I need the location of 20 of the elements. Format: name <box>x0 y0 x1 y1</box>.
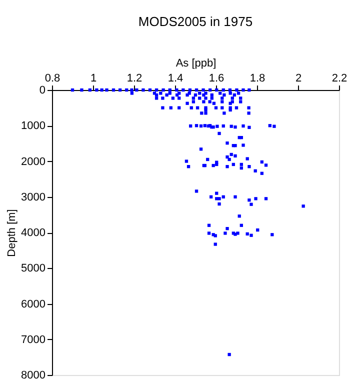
y-tick-label: 8000 <box>21 370 46 382</box>
y-tick-label: 6000 <box>21 298 46 310</box>
x-tick-label: 1.4 <box>168 72 184 84</box>
y-tick-label: 0 <box>39 84 46 96</box>
y-tick-label: 1000 <box>21 120 46 132</box>
chart-title: MODS2005 in 1975 <box>138 14 253 29</box>
y-tick-label: 3000 <box>21 191 46 204</box>
y-axis-title: Depth [m] <box>6 209 18 257</box>
x-axis-title: As [ppb] <box>176 58 216 70</box>
x-tick-label: 0.8 <box>44 72 60 84</box>
x-tick-label: 1.2 <box>126 72 142 84</box>
y-tick-label: 2000 <box>21 156 46 168</box>
y-tick-label: 7000 <box>21 334 46 346</box>
x-tick-label: 1 <box>90 72 97 84</box>
y-tick-label: 4000 <box>21 227 46 239</box>
y-tick-label: 5000 <box>21 262 46 275</box>
x-tick-label: 2.2 <box>332 72 348 84</box>
x-tick-label: 2 <box>295 72 302 84</box>
x-tick-label: 1.8 <box>250 72 266 84</box>
x-tick-label: 1.6 <box>208 72 224 84</box>
